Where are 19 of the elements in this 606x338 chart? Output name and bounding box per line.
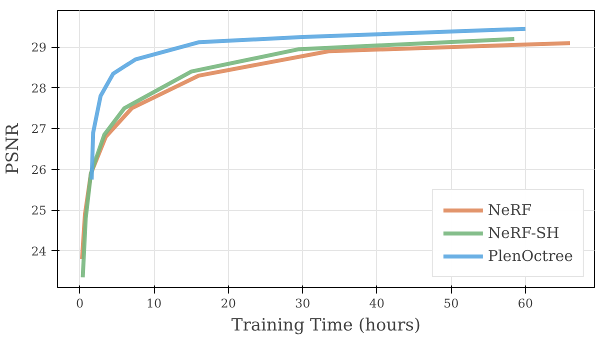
y-tick-label: 25 — [31, 204, 47, 218]
x-tick-label: 50 — [444, 296, 459, 310]
y-tick-label: 28 — [31, 81, 47, 96]
x-tick-label: 60 — [518, 296, 534, 310]
y-tick-label: 26 — [31, 162, 47, 177]
x-tick-label: 10 — [146, 296, 162, 310]
x-tick-label: 40 — [369, 296, 385, 310]
y-tick-label: 29 — [31, 40, 47, 55]
y-tick-label: 24 — [31, 244, 47, 258]
legend-label: PlenOctree — [488, 247, 573, 265]
x-tick-label: 30 — [294, 296, 310, 310]
legend-label: NeRF-SH — [488, 224, 560, 242]
y-tick-label: 27 — [31, 122, 47, 136]
x-tick-label: 0 — [76, 296, 84, 310]
legend-label: NeRF — [488, 201, 532, 219]
x-axis-title: Training Time (hours) — [231, 316, 421, 336]
x-tick-label: 20 — [220, 296, 236, 310]
line-series — [90, 26, 528, 182]
y-axis-title: PSNR — [3, 122, 24, 174]
